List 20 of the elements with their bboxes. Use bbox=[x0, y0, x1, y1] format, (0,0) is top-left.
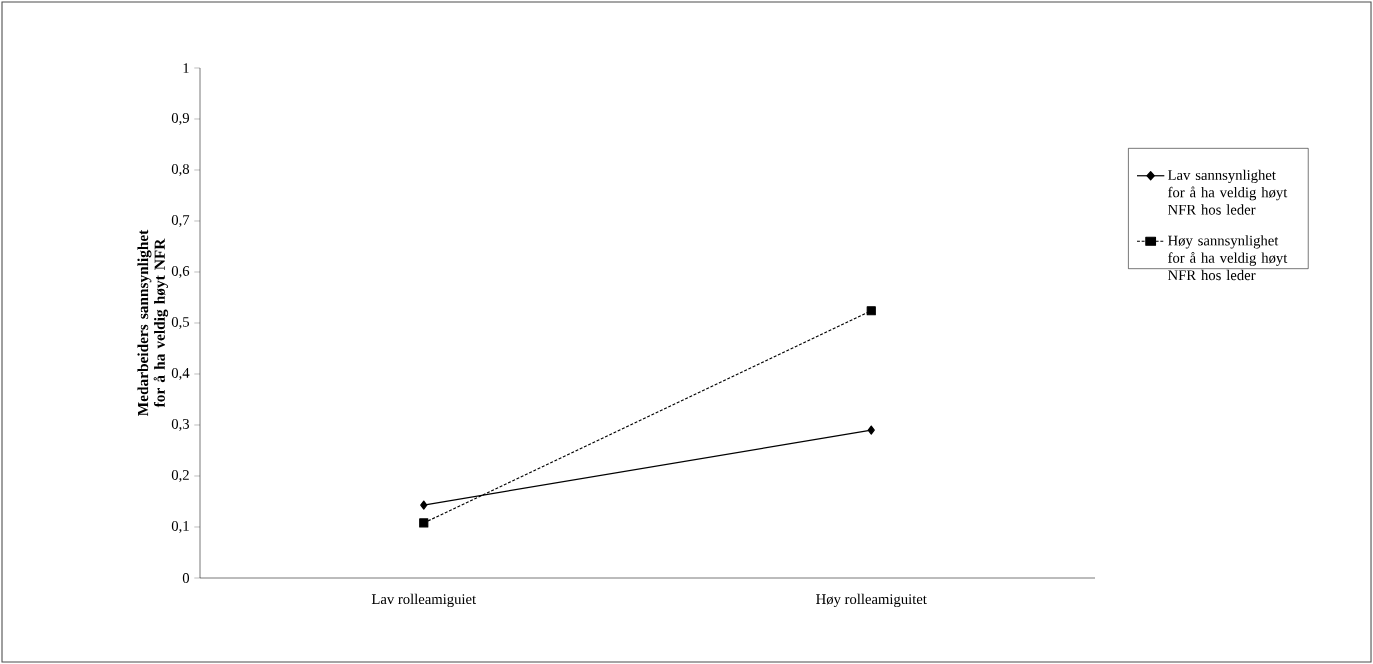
y-axis-title: Medarbeiders sannsynlighet for å ha veldig høyt NFR bbox=[137, 229, 169, 417]
y-tick-label: 0,1 bbox=[171, 521, 189, 534]
legend-label: Lav sannsynlighet for å ha veldig høyt NFR hos leder bbox=[1168, 169, 1288, 215]
y-tick-label: 0,8 bbox=[171, 164, 190, 176]
point bbox=[866, 306, 876, 316]
y-tick-label: 0,9 bbox=[171, 113, 189, 125]
y-tick-label: 0,4 bbox=[171, 368, 190, 381]
y-tick-label: 0,2 bbox=[171, 470, 189, 483]
y-tick-label: 0,3 bbox=[171, 419, 190, 432]
y-tick-label: 0 bbox=[182, 573, 190, 583]
point bbox=[420, 500, 428, 510]
y-tick-label: 0,6 bbox=[171, 266, 190, 278]
x-tick-label: Høy rolleamiguitet bbox=[816, 593, 927, 608]
point bbox=[867, 425, 875, 435]
legend-label: Høy sannsynlighet for å ha veldig høyt NFR hos leder bbox=[1168, 235, 1288, 281]
y-tick-label: 0,5 bbox=[171, 317, 190, 330]
y-tick-label: 1 bbox=[183, 63, 189, 73]
point bbox=[419, 518, 429, 528]
x-tick-label: Lav rolleamiguiet bbox=[371, 593, 477, 608]
y-tick-label: 0,7 bbox=[171, 215, 190, 227]
